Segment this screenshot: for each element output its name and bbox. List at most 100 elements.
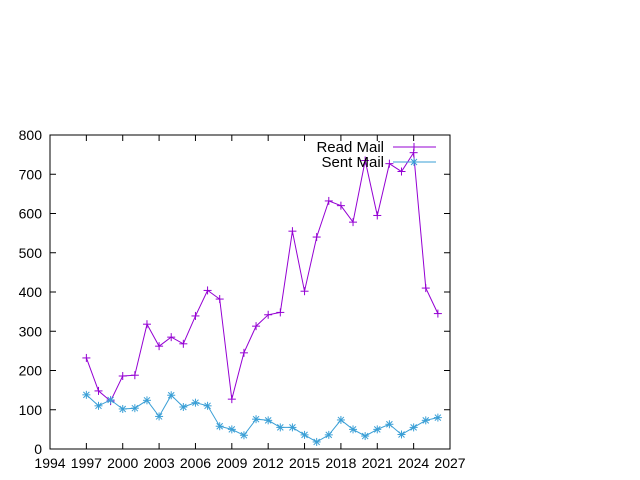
marker-stroke: [179, 403, 187, 411]
data-point: [130, 404, 139, 413]
marker-stroke: [289, 424, 296, 431]
marker-stroke: [131, 404, 139, 412]
y-axis-ticks: 0 100 200 300 400 500 600 700 800: [19, 127, 450, 457]
data-point: [276, 423, 285, 432]
marker-stroke: [204, 402, 211, 410]
x-tick-label: 2027: [434, 455, 465, 471]
data-point: [409, 423, 418, 432]
data-point: [215, 295, 224, 304]
data-point: [142, 320, 151, 329]
data-point: [179, 403, 188, 412]
data-point: [203, 401, 212, 410]
data-point: [239, 348, 248, 357]
data-point: [385, 159, 394, 168]
data-point: [361, 156, 370, 165]
data-point: [421, 416, 430, 425]
data-point: [264, 416, 273, 425]
data-point: [288, 227, 297, 236]
data-point: [349, 425, 358, 434]
y-tick-label: 200: [19, 363, 43, 379]
data-point: [130, 371, 139, 380]
data-point: [410, 143, 418, 151]
x-tick-label: 2024: [398, 455, 429, 471]
data-point: [336, 415, 345, 424]
series-group: [82, 148, 442, 446]
series-line-sent-mail: [86, 394, 439, 443]
marker-stroke: [410, 424, 417, 431]
data-point: [227, 425, 236, 434]
data-point: [349, 218, 358, 227]
marker-stroke: [410, 158, 418, 166]
y-tick-label: 700: [19, 166, 43, 182]
data-point: [264, 310, 273, 319]
data-point: [82, 390, 91, 399]
y-tick-label: 400: [19, 284, 43, 300]
data-point: [179, 339, 188, 348]
marker-stroke: [216, 422, 224, 430]
data-point: [167, 391, 176, 400]
x-tick-label: 2003: [144, 455, 175, 471]
marker-stroke: [349, 426, 357, 433]
data-point: [252, 322, 261, 331]
marker-stroke: [301, 431, 308, 439]
x-tick-label: 2021: [362, 455, 393, 471]
data-point: [300, 430, 309, 439]
data-point: [433, 309, 442, 318]
marker-stroke: [228, 426, 236, 433]
marker-stroke: [276, 424, 284, 431]
marker-stroke: [167, 391, 175, 399]
marker-stroke: [192, 399, 199, 407]
marker-stroke: [155, 413, 163, 420]
data-point: [142, 396, 151, 405]
data-point: [324, 196, 333, 205]
x-tick-label: 2012: [253, 455, 284, 471]
data-point: [106, 395, 115, 404]
data-point: [397, 167, 406, 176]
marker-stroke: [361, 432, 369, 440]
data-point: [373, 425, 382, 434]
data-point: [385, 420, 394, 429]
y-tick-label: 500: [19, 245, 43, 261]
series-line-read-mail: [85, 151, 439, 402]
data-point: [191, 311, 200, 320]
data-point: [300, 287, 309, 296]
data-point: [288, 423, 297, 432]
data-point: [94, 401, 103, 410]
y-tick-label: 800: [19, 127, 43, 143]
data-point: [373, 211, 382, 220]
data-point: [312, 437, 321, 446]
marker-stroke: [240, 431, 248, 439]
marker-stroke: [325, 431, 333, 439]
marker-stroke: [143, 396, 151, 404]
marker-stroke: [119, 405, 127, 413]
data-point: [433, 413, 442, 422]
y-tick-label: 600: [19, 206, 43, 222]
y-tick-label: 0: [34, 441, 42, 457]
data-point: [397, 430, 406, 439]
x-tick-label: 2006: [180, 455, 211, 471]
data-point: [155, 342, 164, 351]
x-tick-label: 1994: [34, 455, 65, 471]
data-point: [167, 333, 176, 342]
data-point: [421, 284, 430, 293]
data-point: [276, 308, 285, 317]
data-point: [361, 432, 370, 441]
marker-stroke: [83, 391, 90, 399]
x-axis-ticks: 1994 1997 2000 2003 2006 2009 2012 2015 2018 2021…: [34, 135, 466, 471]
data-point: [312, 233, 321, 242]
marker-stroke: [95, 402, 102, 410]
legend-label-read-mail: Read Mail: [316, 139, 384, 156]
data-point: [155, 412, 164, 421]
x-tick-label: 2015: [289, 455, 320, 471]
data-point: [118, 371, 127, 380]
data-point: [82, 353, 91, 362]
data-point: [410, 158, 418, 166]
marker-stroke: [422, 416, 430, 424]
data-point: [227, 395, 236, 404]
marker-stroke: [373, 426, 381, 433]
data-point: [118, 404, 127, 413]
plot-border: [49, 134, 451, 450]
